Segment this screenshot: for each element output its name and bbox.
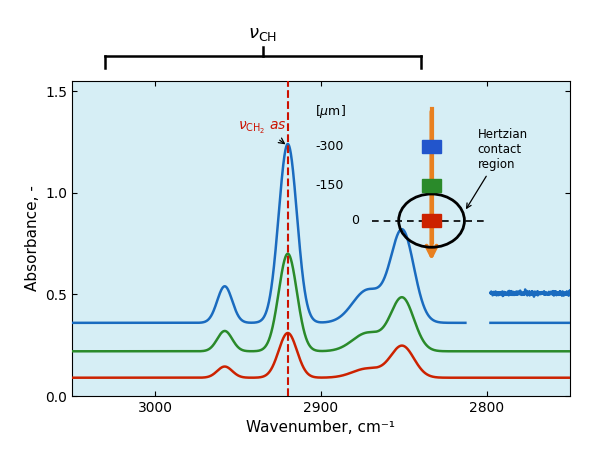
X-axis label: Wavenumber, cm⁻¹: Wavenumber, cm⁻¹ <box>247 420 395 436</box>
Y-axis label: Absorbance, -: Absorbance, - <box>25 185 40 292</box>
Text: $\nu_{\mathrm{CH_2}}$ as: $\nu_{\mathrm{CH_2}}$ as <box>238 120 287 144</box>
Bar <box>422 214 442 227</box>
Text: Hertzian
contact
region: Hertzian contact region <box>467 128 527 208</box>
Text: [$\mu$m]: [$\mu$m] <box>316 104 346 121</box>
Bar <box>422 179 442 192</box>
Text: -150: -150 <box>316 179 344 192</box>
Text: 0: 0 <box>351 214 359 227</box>
Text: $\nu_{\mathrm{CH}}$: $\nu_{\mathrm{CH}}$ <box>248 25 277 43</box>
Text: -300: -300 <box>316 140 344 153</box>
Bar <box>422 140 442 153</box>
